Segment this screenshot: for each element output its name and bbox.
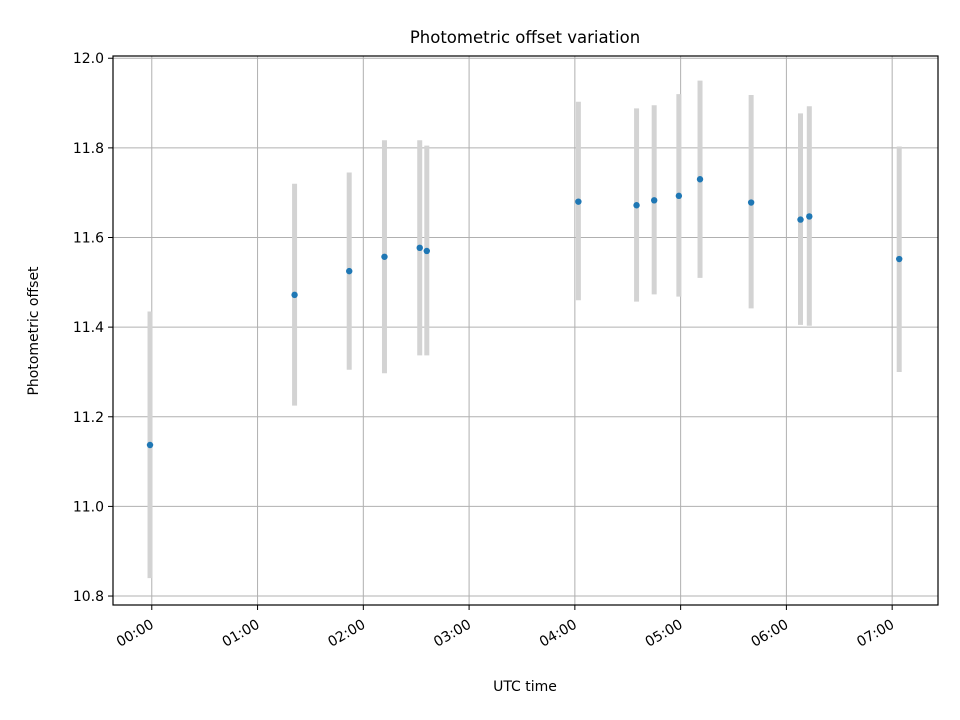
- data-point: [416, 244, 423, 252]
- y-tick-label: 11.2: [73, 410, 104, 426]
- y-tick-label: 11.4: [73, 320, 104, 336]
- y-tick-label: 11.8: [73, 141, 104, 157]
- chart-title: Photometric offset variation: [410, 28, 640, 47]
- data-point: [291, 291, 298, 299]
- y-tick-layer: 10.8 11.0 11.2 11.4 11.6 11.8 12.0: [73, 51, 113, 605]
- y-tick-label: 12.0: [73, 51, 104, 67]
- data-point: [747, 199, 755, 206]
- data-point: [381, 253, 388, 260]
- data-point: [675, 192, 683, 200]
- y-tick-label: 11.6: [73, 231, 104, 247]
- plot-frame: [112, 55, 939, 606]
- data-point: [633, 202, 640, 209]
- x-axis-label: UTC time: [493, 679, 557, 695]
- data-point: [650, 197, 658, 204]
- y-tick-label: 11.0: [73, 499, 104, 515]
- data-point: [797, 216, 804, 223]
- point-layer: [146, 176, 903, 449]
- y-axis-label: Photometric offset: [26, 266, 42, 396]
- data-point: [696, 176, 704, 183]
- data-point: [423, 247, 430, 255]
- data-point: [346, 267, 353, 275]
- data-point: [806, 213, 813, 220]
- data-point: [896, 255, 903, 263]
- data-point: [146, 441, 154, 449]
- y-tick-label: 10.8: [73, 589, 104, 605]
- data-point: [575, 198, 582, 205]
